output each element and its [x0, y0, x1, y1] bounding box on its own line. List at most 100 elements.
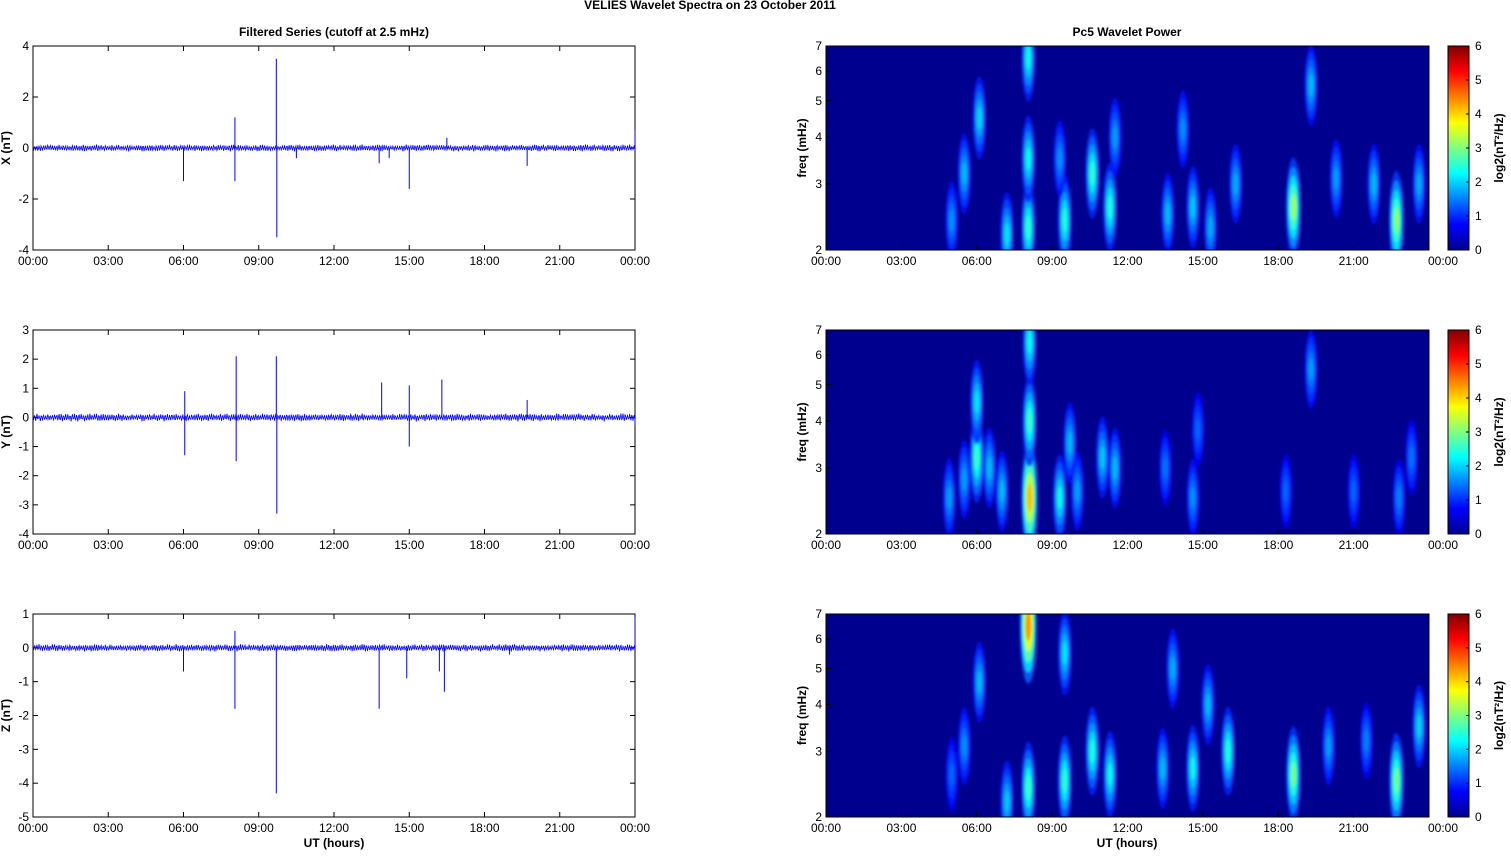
spectrum-blobs	[945, 46, 1426, 250]
power-blob	[1308, 358, 1314, 381]
x-tick-label: 18:00	[469, 538, 499, 552]
x-tick-label: 00:00	[811, 254, 841, 268]
power-blob	[1026, 408, 1033, 434]
colorbar-tick-label: 6	[1475, 323, 1482, 337]
power-blob	[1233, 172, 1239, 196]
x-tick-label: 06:00	[962, 538, 992, 552]
x-tick-label: 00:00	[18, 538, 48, 552]
power-blob	[1225, 739, 1231, 764]
colorbar-tick-label: 4	[1475, 675, 1482, 689]
y-tick-label: 2	[815, 810, 822, 824]
spectrum-blobs	[942, 330, 1418, 534]
colorbar-tick-label: 1	[1475, 493, 1482, 507]
x-tick-label: 03:00	[93, 538, 123, 552]
power-blob	[1062, 641, 1068, 665]
power-blob	[1162, 457, 1168, 479]
y-axis-label: Z (nT)	[0, 699, 13, 732]
y-tick-label: 7	[815, 323, 822, 337]
power-blob	[1026, 483, 1033, 513]
colorbar-tick-label: 3	[1475, 425, 1482, 439]
colorbar-tick-label: 5	[1475, 641, 1482, 655]
x-tick-label: 18:00	[469, 821, 499, 835]
y-tick-label: -4	[18, 776, 29, 790]
power-blob	[1170, 657, 1176, 680]
power-blob	[949, 763, 955, 786]
power-blob	[1062, 768, 1068, 794]
y-tick-label: 2	[815, 527, 822, 541]
x-tick-label: 21:00	[1339, 821, 1369, 835]
y-tick-label: 6	[815, 348, 822, 362]
y-tick-label: 5	[815, 662, 822, 676]
colorbar-tick-label: 5	[1475, 73, 1482, 87]
y-tick-label: -2	[18, 709, 29, 723]
colorbar-tick-label: 1	[1475, 209, 1482, 223]
power-blob	[1099, 446, 1105, 469]
y-tick-label: 7	[815, 607, 822, 621]
wavelet-panel-1: 2 3 4 5 6 7 00:00 03:00 06:00 09:00 12:00 15:00 18:0…	[795, 39, 1506, 268]
y-tick-label: 5	[815, 94, 822, 108]
power-blob	[1025, 775, 1031, 800]
y-tick-label: -3	[18, 498, 29, 512]
power-blob	[986, 456, 992, 480]
x-tick-label: 03:00	[886, 538, 916, 552]
power-blob	[1074, 480, 1080, 503]
y-tick-label: 2	[22, 352, 29, 366]
x-tick-label: 00:00	[18, 821, 48, 835]
x-tick-label: 09:00	[244, 538, 274, 552]
colorbar-tick-label: 5	[1475, 357, 1482, 371]
power-blob	[1416, 172, 1422, 196]
power-blob	[1416, 714, 1422, 738]
y-tick-label: 6	[815, 632, 822, 646]
y-tick-label: 3	[22, 323, 29, 337]
plot-frame	[32, 613, 636, 818]
colorbar-tick-label: 6	[1475, 39, 1482, 53]
power-blob	[1207, 216, 1213, 239]
y-tick-label: -2	[18, 192, 29, 206]
power-blob	[974, 390, 980, 414]
power-blob	[1290, 194, 1297, 221]
x-tick-label: 21:00	[545, 821, 575, 835]
x-tick-label: 00:00	[1428, 821, 1458, 835]
power-blob	[1396, 486, 1402, 509]
x-tick-label: 18:00	[469, 254, 499, 268]
x-tick-label: 12:00	[1112, 821, 1142, 835]
x-tick-label: 06:00	[168, 821, 198, 835]
power-blob	[1004, 222, 1010, 247]
y-tick-label: 4	[815, 130, 822, 144]
x-tick-label: 09:00	[1037, 821, 1067, 835]
colorbar-tick-label: 2	[1475, 459, 1482, 473]
x-tick-label: 03:00	[93, 821, 123, 835]
colorbar-tick-label: 2	[1475, 742, 1482, 756]
x-tick-label: 21:00	[1339, 254, 1369, 268]
colorbar-tick-label: 4	[1475, 391, 1482, 405]
spectrum-blobs	[945, 614, 1426, 817]
colorbar: 0 1 2 3 4 5 6 log2(nT²/Hz)	[1447, 323, 1506, 541]
colorbar-tick-label: 6	[1475, 607, 1482, 621]
x-tick-label: 12:00	[319, 254, 349, 268]
x-tick-label: 12:00	[1112, 254, 1142, 268]
x-tick-label: 03:00	[93, 254, 123, 268]
y-tick-label: 4	[815, 698, 822, 712]
y-tick-label: -4	[18, 243, 29, 257]
y-tick-label: 1	[22, 607, 29, 621]
power-blob	[1112, 456, 1118, 480]
x-tick-label: 18:00	[1263, 254, 1293, 268]
colorbar-label: log2(nT²/Hz)	[1492, 397, 1506, 466]
y-axis-label: X (nT)	[0, 131, 13, 165]
x-tick-label: 09:00	[1037, 254, 1067, 268]
colorbar-tick-label: 4	[1475, 107, 1482, 121]
colorbar-gradient	[1447, 329, 1470, 535]
timeseries-panel-1: -4 -2 0 2 4 00:00 03:00 06:00 09:00 12:00 15:00 18:…	[0, 39, 650, 268]
x-tick-label: 03:00	[886, 254, 916, 268]
y-tick-label: 1	[22, 381, 29, 395]
power-blob	[1308, 73, 1314, 97]
figure-title: VELIES Wavelet Spectra on 23 October 201…	[584, 0, 836, 12]
x-tick-label: 15:00	[394, 821, 424, 835]
power-blob	[1393, 207, 1400, 234]
y-tick-label: -4	[18, 527, 29, 541]
wavelet-panel-2: 2 3 4 5 6 7 00:00 03:00 06:00 09:00 12:00 15:00 18:0…	[795, 323, 1506, 552]
power-blob	[1160, 757, 1166, 780]
trace-line	[32, 143, 636, 152]
power-blob	[1107, 195, 1113, 220]
x-tick-label: 21:00	[1339, 538, 1369, 552]
